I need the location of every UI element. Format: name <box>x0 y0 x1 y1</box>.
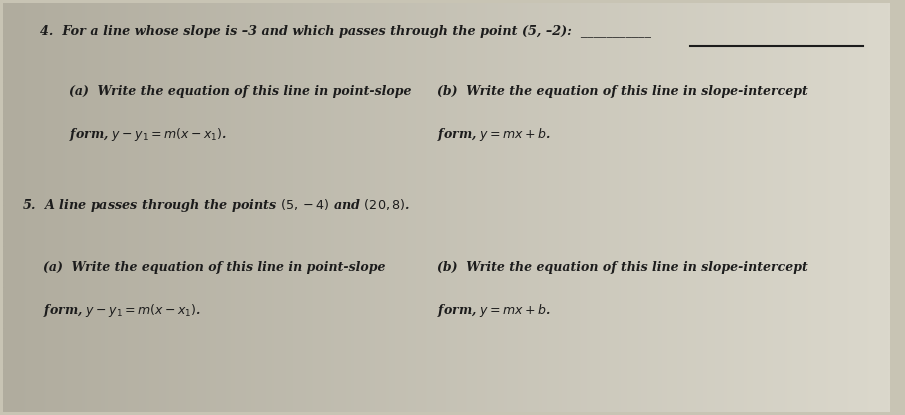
Text: (b)  Write the equation of this line in slope-intercept: (b) Write the equation of this line in s… <box>437 85 808 98</box>
Text: form, $y=mx+b$.: form, $y=mx+b$. <box>437 302 551 319</box>
Text: form, $y-y_1=m(x-x_1)$.: form, $y-y_1=m(x-x_1)$. <box>43 302 200 319</box>
Text: (a)  Write the equation of this line in point-slope: (a) Write the equation of this line in p… <box>43 261 386 274</box>
Text: 4.  For a line whose slope is –3 and which passes through the point (5, –2):  __: 4. For a line whose slope is –3 and whic… <box>40 25 651 38</box>
Text: (a)  Write the equation of this line in point-slope: (a) Write the equation of this line in p… <box>70 85 412 98</box>
Text: form, $y-y_1=m(x-x_1)$.: form, $y-y_1=m(x-x_1)$. <box>70 126 227 143</box>
Text: 5.  A line passes through the points $(5, -4)$ and $(20, 8)$.: 5. A line passes through the points $(5,… <box>23 197 411 214</box>
Text: (b)  Write the equation of this line in slope-intercept: (b) Write the equation of this line in s… <box>437 261 808 274</box>
Text: form, $y=mx+b$.: form, $y=mx+b$. <box>437 126 551 143</box>
